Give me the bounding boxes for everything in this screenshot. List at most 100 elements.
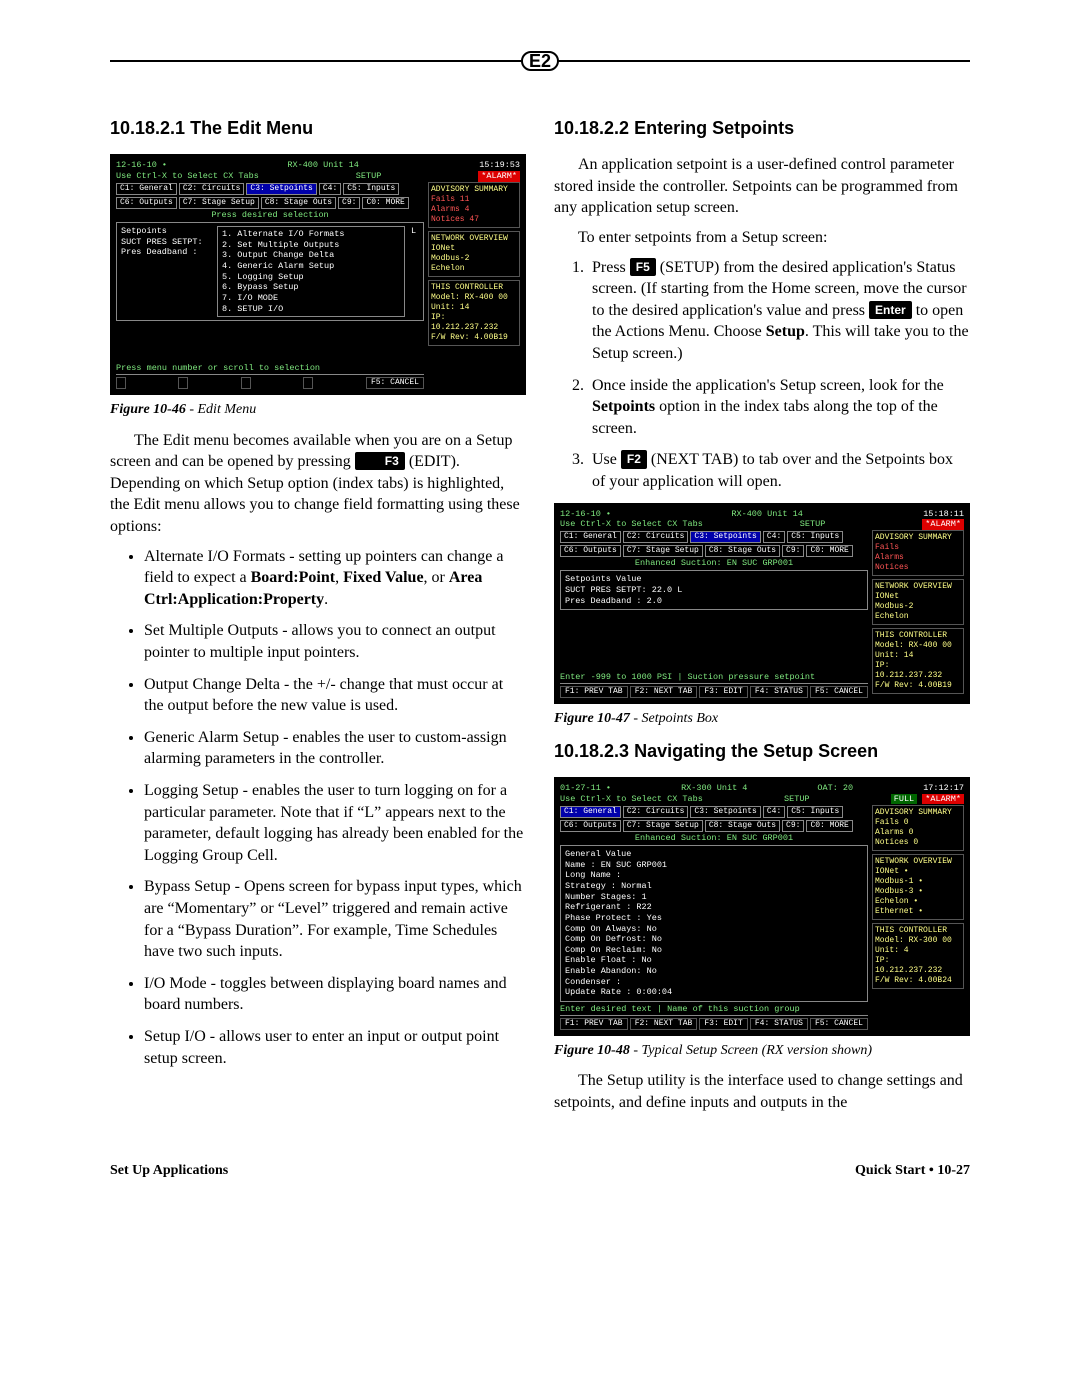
term-date: 12-16-10 • (116, 160, 167, 171)
term-tabs: C1: General C2: Circuits C3: Setpoints C… (560, 806, 868, 832)
menu-item: 7. I/O MODE (222, 293, 400, 304)
menu-item: 8. SETUP I/O (222, 304, 400, 315)
row: Name : EN SUC GRP001 (565, 860, 863, 871)
row: General Value (565, 849, 863, 860)
list-item: Bypass Setup - Opens screen for bypass i… (144, 876, 526, 962)
tab: C4: (319, 183, 341, 195)
tab: C1: General (116, 183, 177, 195)
menu-item: 2. Set Multiple Outputs (222, 240, 400, 251)
figure-10-48-caption: Figure 10-48 - Typical Setup Screen (RX … (554, 1042, 970, 1061)
f2-key-icon: F2 (621, 450, 647, 468)
panel-title: Press desired selection (116, 210, 424, 221)
term-date: 01-27-11 • (560, 783, 611, 794)
figure-10-46-terminal: 12-16-10 • RX-400 Unit 14 15:19:53 Use C… (110, 154, 526, 395)
tab: C2: Circuits (623, 531, 689, 543)
net: Modbus-2 (431, 254, 517, 264)
fkey: F5: CANCEL (366, 377, 424, 389)
term-full: FULL (891, 794, 917, 804)
tab: C1: General (560, 531, 621, 543)
tab: C6: Outputs (560, 820, 621, 832)
fkey: F1: PREV TAB (560, 686, 628, 698)
adv: Fails (875, 543, 961, 553)
header-rule: E2 (110, 60, 970, 82)
tab: C2: Circuits (623, 806, 689, 818)
heading-entering-setpoints: 10.18.2.2 Entering Setpoints (554, 116, 970, 140)
net: Echelon (875, 612, 961, 622)
figure-10-47-terminal: 12-16-10 • RX-400 Unit 14 15:18:11 Use C… (554, 503, 970, 705)
term-sub1: Use Ctrl-X to Select CX Tabs (560, 794, 703, 805)
row: Refrigerant : R22 (565, 902, 863, 913)
net: IONet • (875, 867, 961, 877)
term-title: RX-400 Unit 14 (287, 160, 358, 171)
tab: C6: Outputs (560, 545, 621, 557)
adv: Alarms (875, 553, 961, 563)
fkey: F5: CANCEL (810, 686, 868, 698)
row: Condenser : (565, 977, 863, 988)
menu-item: 4. Generic Alarm Setup (222, 261, 400, 272)
tab: C0: MORE (806, 545, 852, 557)
term-tabs: C1: General C2: Circuits C3: Setpoints C… (560, 531, 868, 557)
fkey: F3: EDIT (699, 686, 747, 698)
row: Enable Float : No (565, 955, 863, 966)
fkey: F2: NEXT TAB (630, 686, 698, 698)
net: IONet (875, 592, 961, 602)
term-title: RX-400 Unit 14 (731, 509, 802, 520)
ctrl: F/W Rev: 4.00B19 (431, 333, 517, 343)
paragraph: The Setup utility is the interface used … (554, 1070, 970, 1113)
list-item: Alternate I/O Formats - setting up point… (144, 546, 526, 611)
term-time: 15:18:11 (923, 509, 964, 520)
net: Modbus-3 • (875, 887, 961, 897)
net: Echelon • (875, 897, 961, 907)
row: Comp On Always: No (565, 924, 863, 935)
hint: Press menu number or scroll to selection (116, 363, 424, 374)
figure-10-46-caption: Figure 10-46 - Edit Menu (110, 401, 526, 420)
list-item: Logging Setup - enables the user to turn… (144, 780, 526, 866)
term-title: RX-300 Unit 4 (681, 783, 747, 794)
row: Setpoints (121, 226, 211, 237)
ctrl-title: THIS CONTROLLER (431, 283, 517, 293)
figure-10-47-caption: Figure 10-47 - Setpoints Box (554, 710, 970, 729)
row: Update Rate : 0:00:04 (565, 987, 863, 998)
row: Strategy : Normal (565, 881, 863, 892)
numbered-list: Press F5 (SETUP) from the desired applic… (588, 257, 970, 493)
bullet-list: Alternate I/O Formats - setting up point… (144, 546, 526, 1069)
tab: C4: (763, 806, 785, 818)
term-alarm: *ALARM* (922, 519, 964, 530)
tab: C5: Inputs (787, 531, 843, 543)
term-alarm: *ALARM* (922, 794, 964, 804)
row: Long Name : (565, 870, 863, 881)
net: Echelon (431, 264, 517, 274)
enh: Enhanced Suction: EN SUC GRP001 (560, 833, 868, 844)
tab: C7: Stage Setup (623, 545, 703, 557)
footer-left: Set Up Applications (110, 1162, 228, 1181)
row: Comp On Defrost: No (565, 934, 863, 945)
term-sub2: SETUP (784, 794, 810, 805)
adv-title: ADVISORY SUMMARY (875, 808, 961, 818)
net: IONet (431, 244, 517, 254)
f5-key-icon: F5 (630, 258, 656, 276)
net-title: NETWORK OVERVIEW (875, 582, 961, 592)
ctrl: IP: 10.212.237.232 (431, 313, 517, 333)
page-footer: Set Up Applications Quick Start • 10-27 (110, 1162, 970, 1181)
row: Enable Abandon: No (565, 966, 863, 977)
tab: C5: Inputs (787, 806, 843, 818)
row: Comp On Reclaim: No (565, 945, 863, 956)
list-item: Generic Alarm Setup - enables the user t… (144, 727, 526, 770)
enh: Enhanced Suction: EN SUC GRP001 (560, 558, 868, 569)
ctrl: Model: RX-300 00 (875, 936, 961, 946)
list-item: Output Change Delta - the +/- change tha… (144, 674, 526, 717)
ctrl: Model: RX-400 00 (431, 293, 517, 303)
row: SUCT PRES SETPT: (121, 237, 211, 248)
net: Ethernet • (875, 907, 961, 917)
hint: Enter desired text | Name of this suctio… (560, 1004, 868, 1015)
adv: Notices 0 (875, 838, 961, 848)
tab: C9: (782, 820, 804, 832)
left-column: 10.18.2.1 The Edit Menu 12-16-10 • RX-40… (110, 112, 526, 1122)
term-sub1: Use Ctrl-X to Select CX Tabs (116, 171, 259, 182)
ctrl-title: THIS CONTROLLER (875, 926, 961, 936)
adv: Alarms 0 (875, 828, 961, 838)
adv: Fails 11 (431, 195, 517, 205)
list-item: Set Multiple Outputs - allows you to con… (144, 620, 526, 663)
ctrl: Model: RX-400 00 (875, 641, 961, 651)
term-date: 12-16-10 • (560, 509, 611, 520)
